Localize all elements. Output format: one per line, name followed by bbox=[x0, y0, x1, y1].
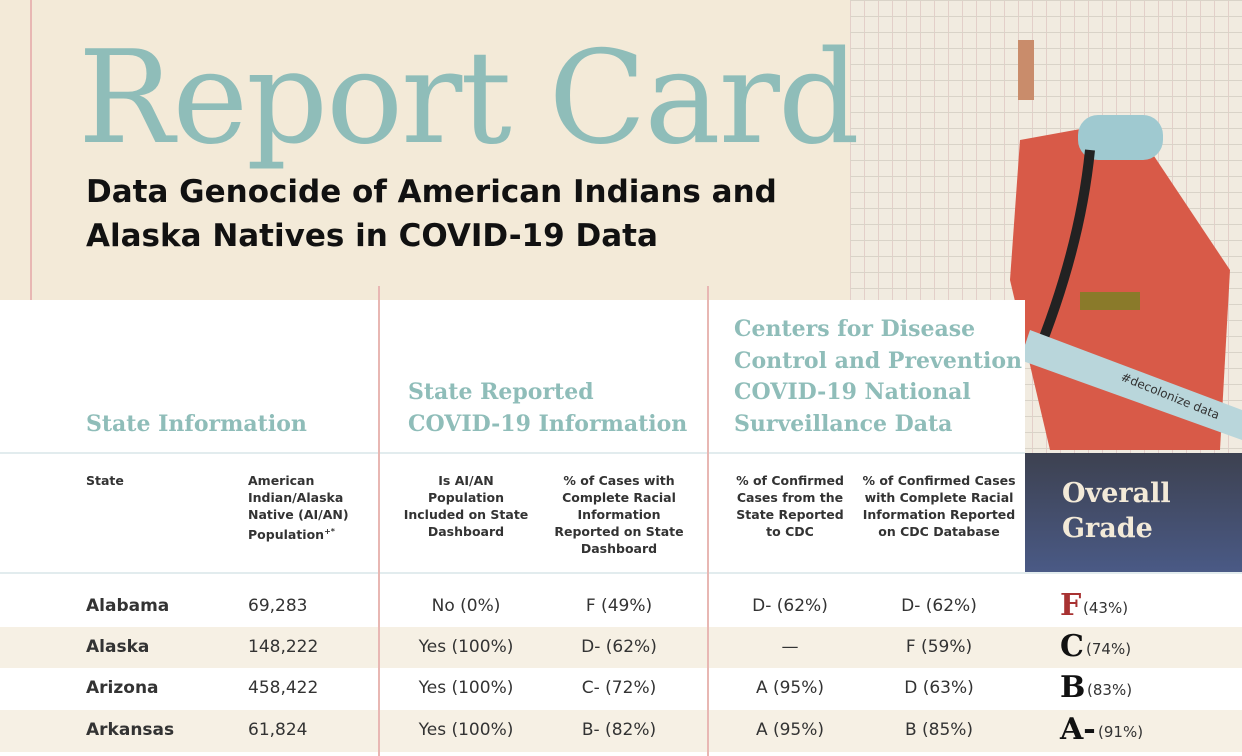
grade-letter: C bbox=[1060, 628, 1084, 664]
cell: B (85%) bbox=[904, 720, 974, 740]
cell: — bbox=[781, 636, 799, 657]
state-name: Arkansas bbox=[86, 720, 175, 740]
cell: D- (62%) bbox=[901, 596, 977, 616]
grade-percent: (43%) bbox=[1083, 599, 1129, 617]
state-name: Alaska bbox=[86, 636, 150, 657]
rule bbox=[0, 572, 1242, 574]
cell: C- (72%) bbox=[581, 678, 657, 698]
grade-percent: (91%) bbox=[1098, 723, 1144, 741]
group-header: COVID-19 National bbox=[734, 379, 971, 405]
column-header: % of Confirmed Cases with Complete Racia… bbox=[859, 472, 1019, 540]
footnote-mark: +* bbox=[324, 527, 335, 536]
grade-letter: A- bbox=[1060, 712, 1096, 747]
group-header: State Reported bbox=[408, 379, 594, 405]
cell: Yes (100%) bbox=[418, 636, 514, 657]
group-header: Surveillance Data bbox=[734, 410, 953, 437]
column-label: % of Cases with Complete Racial Informat… bbox=[554, 473, 684, 556]
cell: D (63%) bbox=[904, 678, 974, 698]
column-label: State bbox=[86, 473, 124, 488]
column-label: % of Confirmed Cases with Complete Racia… bbox=[862, 473, 1016, 539]
row-bg bbox=[0, 627, 1242, 668]
column-divider bbox=[378, 286, 380, 756]
group-header: Control and Prevention bbox=[734, 347, 1023, 374]
column-label: American Indian/Alaska Native (AI/AN) Po… bbox=[248, 473, 349, 543]
table-bg bbox=[0, 300, 1025, 756]
subtitle: Data Genocide of American Indians and bbox=[86, 174, 777, 210]
column-label: Is AI/AN Population Included on State Da… bbox=[403, 473, 529, 539]
cell: D- (62%) bbox=[581, 636, 657, 657]
cell: A (95%) bbox=[755, 678, 825, 698]
grade-letter: F bbox=[1060, 588, 1082, 623]
group-header: State Information bbox=[86, 410, 307, 437]
grade-percent: (83%) bbox=[1087, 681, 1133, 699]
column-header: State bbox=[86, 472, 236, 489]
state-name: Arizona bbox=[86, 678, 159, 698]
column-header: % of Confirmed Cases from the State Repo… bbox=[730, 472, 850, 540]
illustration: #decolonize data bbox=[1010, 40, 1242, 450]
cell: F (49%) bbox=[585, 596, 653, 616]
group-header: Centers for Disease bbox=[734, 316, 976, 342]
column-header: % of Cases with Complete Racial Informat… bbox=[549, 472, 689, 557]
column-divider bbox=[707, 286, 709, 756]
cell: 69,283 bbox=[248, 596, 308, 616]
column-label: % of Confirmed Cases from the State Repo… bbox=[736, 473, 844, 539]
column-header: American Indian/Alaska Native (AI/AN) Po… bbox=[248, 472, 366, 543]
cell: 61,824 bbox=[248, 720, 308, 740]
cell: Yes (100%) bbox=[418, 678, 514, 698]
cell: Yes (100%) bbox=[418, 720, 514, 740]
overall-grade-box bbox=[1025, 453, 1242, 573]
overall-grade-header: Grade bbox=[1062, 513, 1153, 544]
group-header: COVID-19 Information bbox=[408, 410, 688, 437]
cell: 148,222 bbox=[248, 636, 319, 657]
title: Report Card bbox=[78, 24, 860, 173]
cell: F (59%) bbox=[905, 636, 973, 657]
cell: D- (62%) bbox=[752, 596, 828, 616]
cell: 458,422 bbox=[248, 678, 319, 698]
subtitle: Alaska Natives in COVID-19 Data bbox=[86, 218, 658, 254]
cell: B- (82%) bbox=[581, 720, 657, 740]
margin-line bbox=[30, 0, 32, 300]
overall-grade-header: Overall bbox=[1062, 478, 1171, 509]
grade-percent: (74%) bbox=[1086, 639, 1132, 658]
row-bg bbox=[0, 710, 1242, 752]
cell: No (0%) bbox=[431, 596, 501, 616]
state-name: Alabama bbox=[86, 596, 170, 616]
cell: A (95%) bbox=[755, 720, 825, 740]
column-header: Is AI/AN Population Included on State Da… bbox=[401, 472, 531, 540]
rule bbox=[0, 452, 1025, 454]
grade-letter: B bbox=[1060, 670, 1086, 705]
